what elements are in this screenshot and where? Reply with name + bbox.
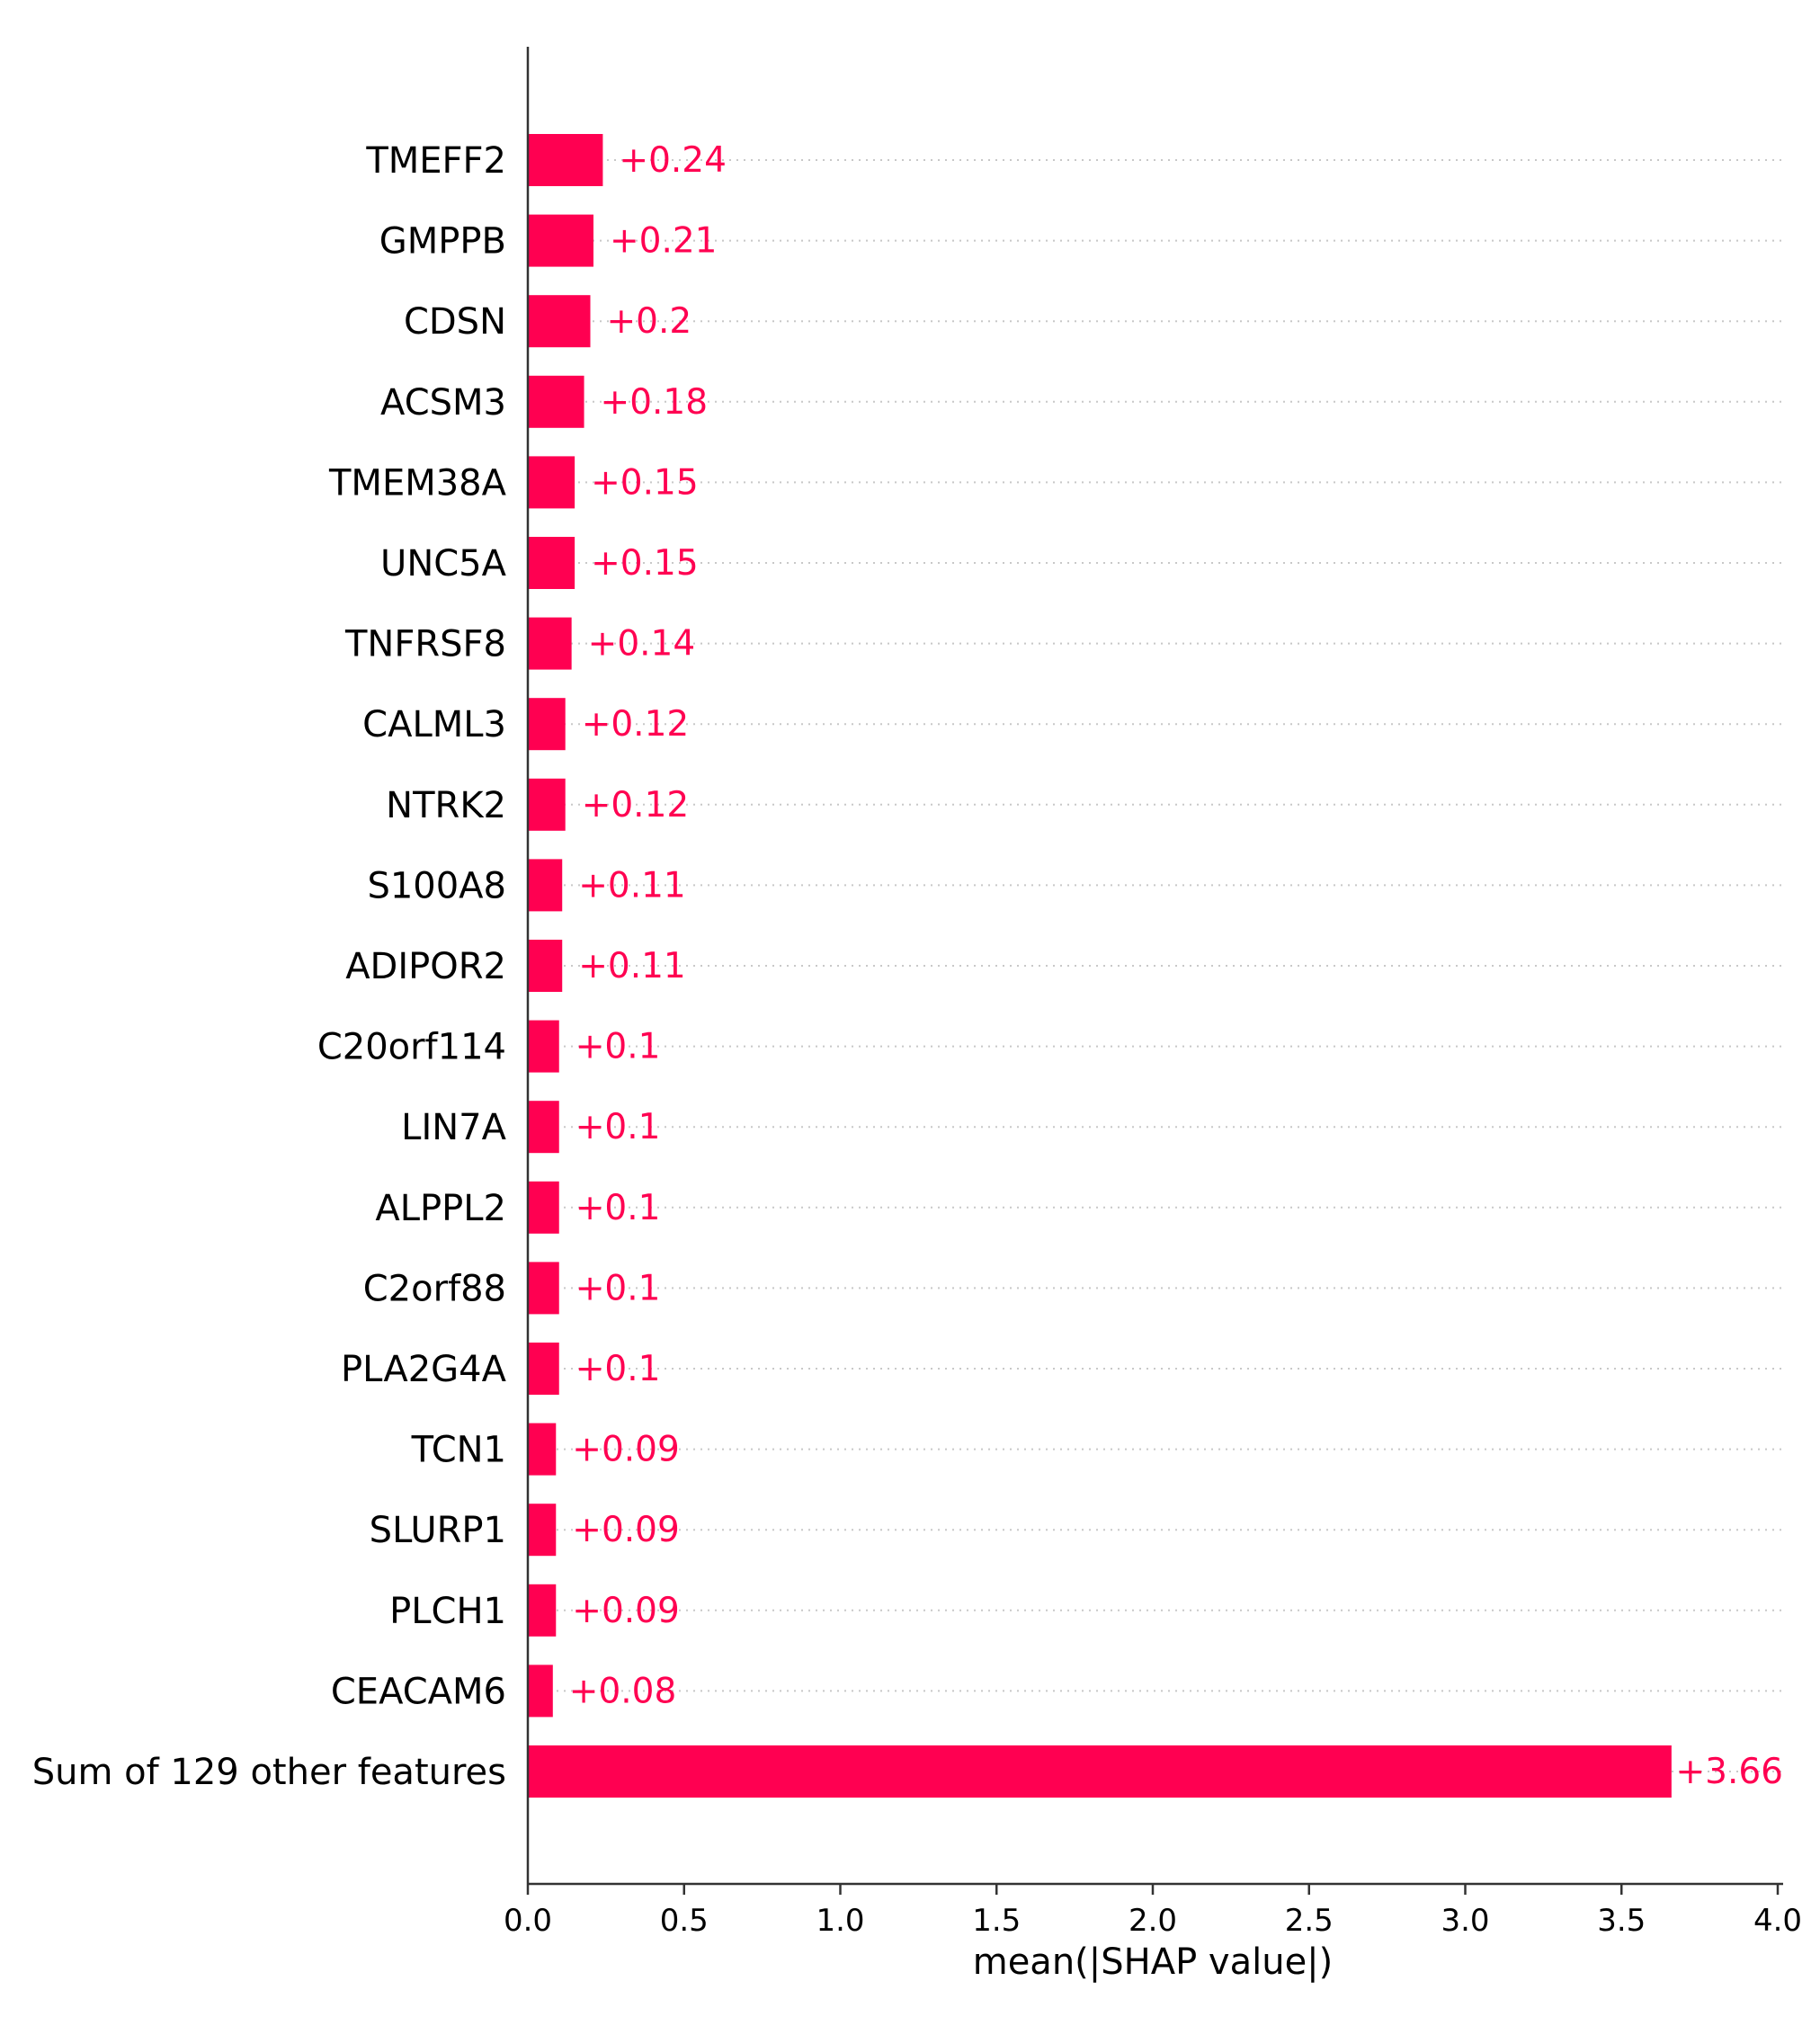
category-label: GMPPB <box>379 221 506 263</box>
category-label: ACSM3 <box>380 382 506 424</box>
x-tick-label: 0.5 <box>660 1903 709 1939</box>
value-label: +0.12 <box>582 785 690 826</box>
bar <box>528 537 575 589</box>
x-tick-label: 2.5 <box>1285 1903 1334 1939</box>
bar <box>528 1423 557 1476</box>
bar <box>528 1584 557 1637</box>
category-label: TMEFF2 <box>365 140 506 182</box>
bar <box>528 940 563 992</box>
value-label: +0.1 <box>575 1027 661 1067</box>
value-label: +0.1 <box>575 1268 661 1308</box>
bar <box>528 1343 559 1395</box>
category-label: TCN1 <box>411 1430 506 1471</box>
grid-lines <box>528 159 1785 1772</box>
bar <box>528 698 566 751</box>
bar <box>528 617 572 670</box>
bar <box>528 134 603 186</box>
x-tick-label: 0.0 <box>504 1903 552 1939</box>
value-label: +0.1 <box>575 1349 661 1389</box>
value-label: +0.12 <box>582 704 690 745</box>
category-label: PLA2G4A <box>341 1349 507 1390</box>
value-labels: +0.24 +0.21 +0.2 +0.18 +0.15 +0.15 +0.14 +0.12 +… <box>569 140 1783 1792</box>
bars <box>528 134 1672 1798</box>
category-label: ALPPL2 <box>375 1188 506 1229</box>
value-label: +0.18 <box>601 382 709 423</box>
category-label: TNFRSF8 <box>344 624 506 665</box>
value-label: +0.14 <box>588 624 696 665</box>
bar <box>528 1504 557 1557</box>
category-label: SLURP1 <box>370 1510 506 1551</box>
x-axis-title: mean(|SHAP value|) <box>973 1941 1334 1983</box>
category-label: LIN7A <box>401 1107 506 1148</box>
bar <box>528 214 593 267</box>
category-label: S100A8 <box>367 865 506 906</box>
bar <box>528 1181 559 1234</box>
x-tick-label: 3.5 <box>1597 1903 1646 1939</box>
bar <box>528 1020 559 1073</box>
value-label: +0.2 <box>607 301 692 342</box>
bar <box>528 1262 559 1315</box>
value-label: +0.09 <box>572 1510 680 1550</box>
x-tick-label: 4.0 <box>1753 1903 1802 1939</box>
x-tick-label: 1.5 <box>972 1903 1021 1939</box>
bar <box>528 859 563 912</box>
bar <box>528 778 566 831</box>
value-label: +0.08 <box>569 1671 677 1711</box>
bar <box>528 375 584 428</box>
category-label: Sum of 129 other features <box>32 1752 506 1793</box>
category-label: CEACAM6 <box>331 1671 506 1712</box>
category-label: C20orf114 <box>317 1027 506 1068</box>
bar <box>528 1745 1672 1798</box>
bar <box>528 295 591 348</box>
x-tick-label: 1.0 <box>816 1903 864 1939</box>
category-label: CDSN <box>404 301 506 343</box>
bar <box>528 456 575 509</box>
x-axis-ticks: 0.0 0.5 1.0 1.5 2.0 2.5 3.0 3.5 4.0 <box>504 1884 1802 1939</box>
category-label: PLCH1 <box>389 1591 506 1632</box>
value-label: +0.24 <box>619 140 727 181</box>
category-label: CALML3 <box>362 704 506 745</box>
category-label: ADIPOR2 <box>345 946 506 987</box>
bar <box>528 1664 553 1718</box>
value-label: +0.15 <box>591 543 699 584</box>
category-labels: TMEFF2 GMPPB CDSN ACSM3 TMEM38A UNC5A TNFRSF8 C… <box>32 140 507 1793</box>
category-label: C2orf88 <box>363 1268 506 1309</box>
value-label: +0.11 <box>578 865 686 906</box>
value-label: +0.15 <box>591 462 699 503</box>
bar <box>528 1101 559 1154</box>
value-label: +0.1 <box>575 1188 661 1228</box>
value-label: +0.1 <box>575 1107 661 1147</box>
value-label: +0.09 <box>572 1591 680 1631</box>
value-label: +3.66 <box>1675 1752 1783 1792</box>
category-label: TMEM38A <box>328 462 507 504</box>
value-label: +0.21 <box>610 221 718 262</box>
category-label: NTRK2 <box>386 785 506 826</box>
x-tick-label: 2.0 <box>1129 1903 1177 1939</box>
value-label: +0.11 <box>578 946 686 986</box>
x-tick-label: 3.0 <box>1441 1903 1489 1939</box>
value-label: +0.09 <box>572 1430 680 1470</box>
category-label: UNC5A <box>380 543 507 585</box>
